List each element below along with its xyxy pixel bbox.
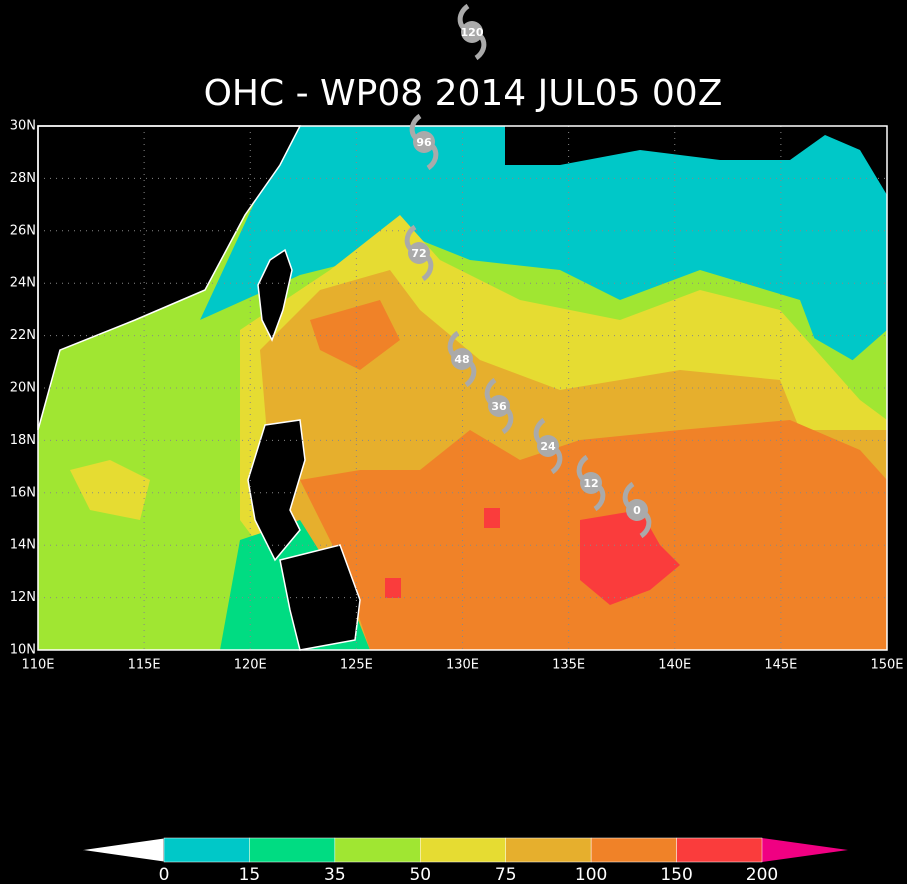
forecast-hour-label: 96 (416, 136, 432, 149)
storm-center (408, 242, 430, 264)
map-title: OHC - WP08 2014 JUL05 00Z (204, 73, 723, 114)
storm-center (413, 131, 435, 153)
colorbar-label: 100 (575, 865, 607, 884)
colorbar-over (762, 838, 848, 862)
colorbar-segment (505, 837, 592, 863)
forecast-hour-label: 120 (461, 26, 484, 39)
y-tick-label: 10N (10, 643, 36, 658)
y-tick-label: 14N (10, 538, 36, 553)
storm-center (461, 21, 483, 43)
land-taiwan (257, 248, 293, 342)
forecast-hour-label: 36 (491, 400, 507, 413)
forecast-hour-label: 12 (583, 477, 598, 490)
colorbar-label: 50 (409, 865, 431, 884)
forecast-hour-label: 48 (454, 353, 469, 366)
y-tick-label: 30N (10, 119, 36, 134)
storm-center (451, 348, 473, 370)
x-tick-label: 130E (446, 658, 479, 673)
x-tick-label: 115E (128, 658, 161, 673)
colorbar-segment (590, 837, 677, 863)
colorbar-segment (420, 837, 506, 863)
x-tick-label: 135E (552, 658, 585, 673)
storm-center (626, 499, 648, 521)
storm-center (537, 435, 559, 457)
x-tick-label: 110E (21, 658, 54, 673)
plot-frame (37, 125, 888, 651)
colorbar-label: 75 (495, 865, 517, 884)
x-tick-label: 145E (764, 658, 797, 673)
colorbar-label: 200 (746, 865, 778, 884)
field-red (580, 510, 680, 605)
colorbar-segment (676, 837, 763, 863)
colorbar-label: 150 (660, 865, 692, 884)
y-tick-label: 20N (10, 381, 36, 396)
colorbar-segment (163, 837, 250, 863)
x-tick-label: 125E (340, 658, 373, 673)
land-china (37, 125, 302, 431)
x-tick-label: 140E (658, 658, 691, 673)
field-yellow-west (70, 460, 150, 520)
land-luzon (247, 419, 306, 562)
storm-center (580, 472, 602, 494)
colorbar-label: 0 (159, 865, 170, 884)
field-red-small (484, 508, 500, 528)
ohc-field (37, 125, 887, 651)
field-cyan (200, 126, 887, 380)
colorbar-segment (249, 837, 336, 863)
colorbar-label: 15 (239, 865, 261, 884)
field-red-small (385, 578, 401, 598)
y-tick-label: 16N (10, 485, 36, 500)
colorbar-label: 35 (324, 865, 346, 884)
y-tick-label: 12N (10, 590, 36, 605)
storm-center (488, 395, 510, 417)
field-orange-north (310, 300, 400, 370)
x-tick-label: 150E (870, 658, 903, 673)
x-tick-label: 120E (234, 658, 267, 673)
forecast-hour-label: 72 (411, 247, 426, 260)
y-tick-label: 28N (10, 171, 36, 186)
y-tick-label: 22N (10, 328, 36, 343)
land-japan (505, 126, 887, 195)
forecast-hour-label: 24 (540, 440, 556, 453)
y-tick-label: 18N (10, 433, 36, 448)
y-tick-label: 26N (10, 223, 36, 238)
colorbar-segment (334, 837, 421, 863)
forecast-hour-label: 0 (633, 504, 641, 517)
y-tick-label: 24N (10, 276, 36, 291)
